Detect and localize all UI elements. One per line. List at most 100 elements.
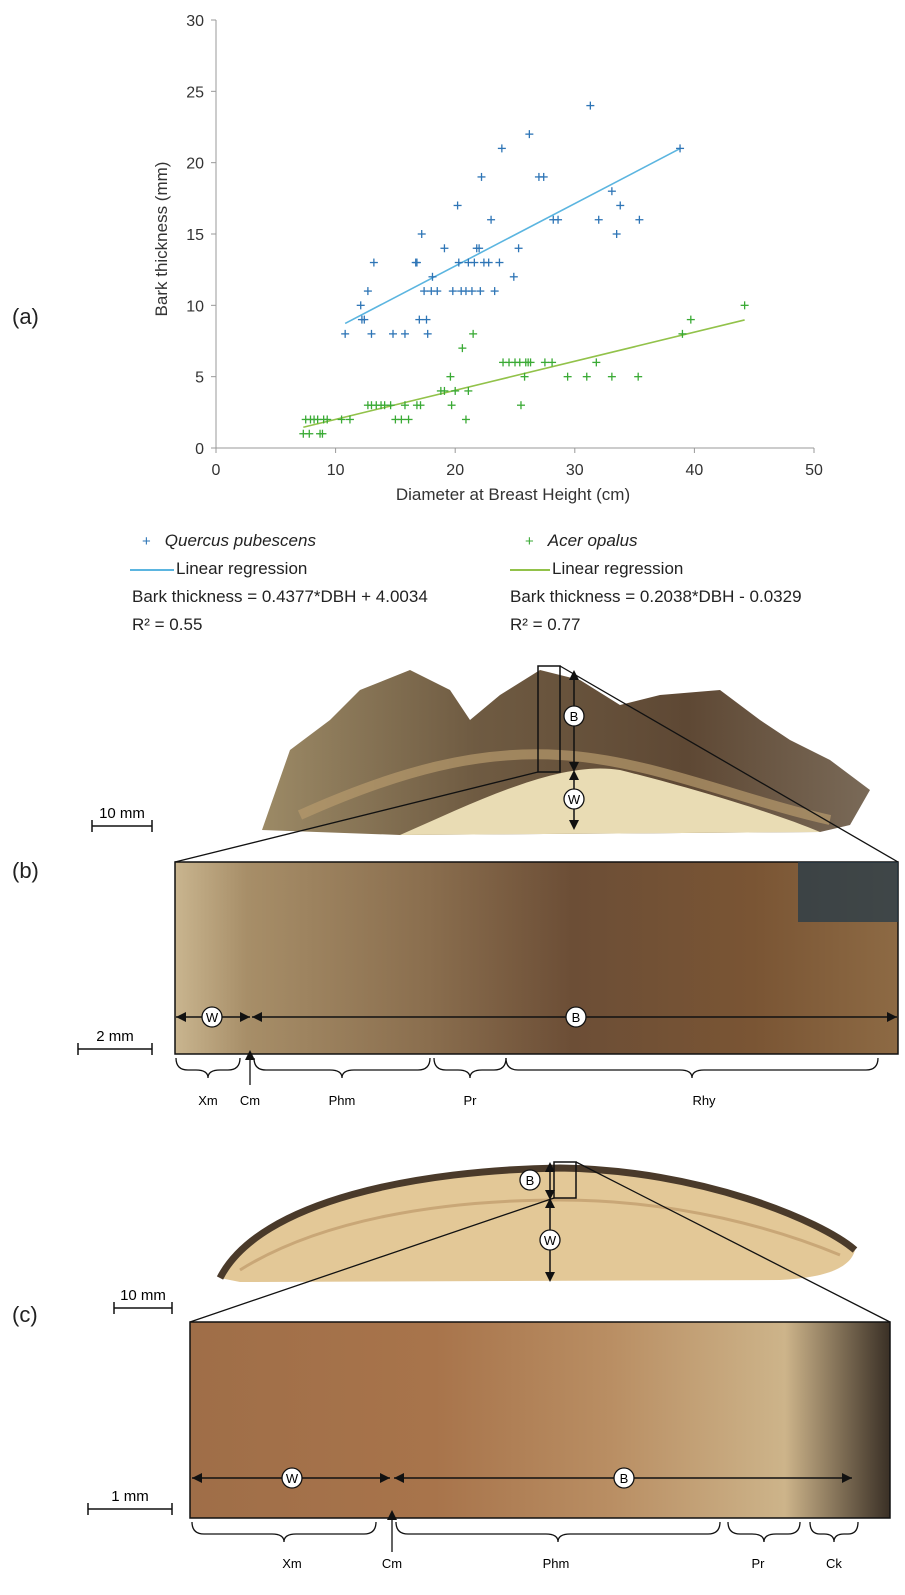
data-point-series-0 — [514, 244, 523, 253]
data-point-series-0 — [539, 172, 548, 181]
panel-label-a: (a) — [12, 304, 39, 329]
data-point-series-1 — [464, 386, 473, 395]
y-tick-label: 10 — [186, 298, 204, 315]
data-point-series-1 — [318, 429, 327, 438]
data-point-series-0 — [497, 144, 506, 153]
data-point-series-1 — [323, 415, 332, 424]
data-point-series-1 — [446, 372, 455, 381]
panel-label-b: (b) — [12, 858, 39, 883]
tissue-label: Ck — [826, 1556, 842, 1571]
data-point-series-1 — [516, 401, 525, 410]
data-point-series-0 — [433, 287, 442, 296]
data-point-series-1 — [548, 358, 557, 367]
y-tick-label: 30 — [186, 13, 204, 30]
data-point-series-0 — [454, 258, 463, 267]
panel-label-c: (c) — [12, 1302, 38, 1327]
data-point-series-0 — [363, 287, 372, 296]
data-point-series-0 — [367, 329, 376, 338]
data-point-series-0 — [635, 215, 644, 224]
tissue-label: Cm — [382, 1556, 402, 1571]
data-point-series-0 — [676, 144, 685, 153]
data-point-series-0 — [616, 201, 625, 210]
data-point-series-1 — [440, 386, 449, 395]
marker-bark: B — [526, 1173, 535, 1188]
legend-quercus-regression: Linear regression — [130, 559, 307, 579]
marker-wood-zoom: W — [286, 1471, 299, 1486]
data-point-series-0 — [341, 329, 350, 338]
data-point-series-0 — [412, 258, 421, 267]
tissue-label: Phm — [329, 1093, 356, 1108]
y-tick-label: 15 — [186, 227, 204, 244]
data-point-series-1 — [451, 386, 460, 395]
data-point-series-1 — [582, 372, 591, 381]
data-point-series-1 — [400, 401, 409, 410]
data-point-series-1 — [305, 429, 314, 438]
data-point-series-0 — [453, 201, 462, 210]
data-point-series-1 — [592, 358, 601, 367]
data-point-series-0 — [470, 258, 479, 267]
scale-bar-label: 10 mm — [99, 805, 145, 822]
data-point-series-0 — [428, 272, 437, 281]
regression-line-icon — [130, 568, 174, 571]
marker-wood-zoom: W — [206, 1010, 219, 1025]
data-point-series-1 — [469, 329, 478, 338]
marker-wood: W — [544, 1233, 557, 1248]
data-point-series-1 — [740, 301, 749, 310]
data-point-series-0 — [487, 215, 496, 224]
data-point-series-1 — [416, 401, 425, 410]
data-point-series-0 — [400, 329, 409, 338]
data-point-series-0 — [525, 130, 534, 139]
tissue-label: Xm — [198, 1093, 218, 1108]
legend-acer-r2: R² = 0.77 — [510, 615, 581, 634]
data-point-series-0 — [356, 301, 365, 310]
data-point-series-1 — [447, 401, 456, 410]
data-point-series-0 — [607, 187, 616, 196]
regression-line-0 — [344, 147, 681, 325]
data-point-series-1 — [458, 344, 467, 353]
x-tick-label: 0 — [212, 462, 221, 479]
scatter-chart: 0 10 20 30 40 50 0 5 10 15 20 25 30 Diameter at Brea… — [152, 13, 823, 504]
zoom-photo — [189, 1321, 891, 1519]
tissue-label: Rhy — [692, 1093, 716, 1108]
scale-bar-zoom-label: 1 mm — [111, 1488, 149, 1505]
data-point-series-1 — [404, 415, 413, 424]
cross-section-photo — [262, 670, 870, 835]
data-point-series-1 — [345, 415, 354, 424]
y-tick-label: 25 — [186, 84, 204, 101]
data-point-series-0 — [594, 215, 603, 224]
regression-line-icon — [510, 568, 550, 571]
x-tick-label: 40 — [686, 462, 704, 479]
data-point-series-1 — [397, 415, 406, 424]
data-point-series-1 — [337, 415, 346, 424]
data-point-series-1 — [607, 372, 616, 381]
legend-acer-label: Acer opalus — [547, 531, 638, 550]
scale-bar-label: 10 mm — [120, 1287, 166, 1304]
data-point-series-0 — [415, 315, 424, 324]
legend-acer-regression: Linear regression — [510, 559, 683, 579]
legend-quercus: + Quercus pubescens — [142, 531, 316, 551]
y-tick-label: 5 — [195, 370, 204, 387]
data-point-series-0 — [476, 287, 485, 296]
data-point-series-0 — [389, 329, 398, 338]
data-point-series-0 — [422, 315, 431, 324]
data-point-series-0 — [369, 258, 378, 267]
legend-acer-regression-label: Linear regression — [552, 559, 684, 578]
data-point-series-0 — [360, 315, 369, 324]
data-point-series-0 — [417, 230, 426, 238]
plus-marker-icon: + — [525, 533, 534, 550]
legend-quercus-equation: Bark thickness = 0.4377*DBH + 4.0034 — [132, 587, 428, 606]
data-point-series-1 — [386, 401, 395, 410]
x-tick-label: 50 — [805, 462, 823, 479]
legend-quercus-regression-label: Linear regression — [176, 559, 308, 578]
tissue-braces — [191, 1521, 859, 1543]
figure-c: B W 10 mm W B 1 mm Xm Cm Phm Pr Ck — [87, 1161, 891, 1571]
tissue-label: Phm — [543, 1556, 570, 1571]
x-tick-label: 20 — [446, 462, 464, 479]
legend-quercus-label: Quercus pubescens — [164, 531, 316, 550]
legend-acer: + Acer opalus — [525, 531, 638, 551]
data-point-series-0 — [467, 287, 476, 296]
marker-bark-zoom: B — [620, 1471, 629, 1486]
figure-b: B W 10 mm W B 2 mm Xm Cm Phm Pr Rhy — [77, 665, 899, 1108]
data-point-series-1 — [540, 358, 549, 367]
data-point-series-0 — [490, 287, 499, 296]
